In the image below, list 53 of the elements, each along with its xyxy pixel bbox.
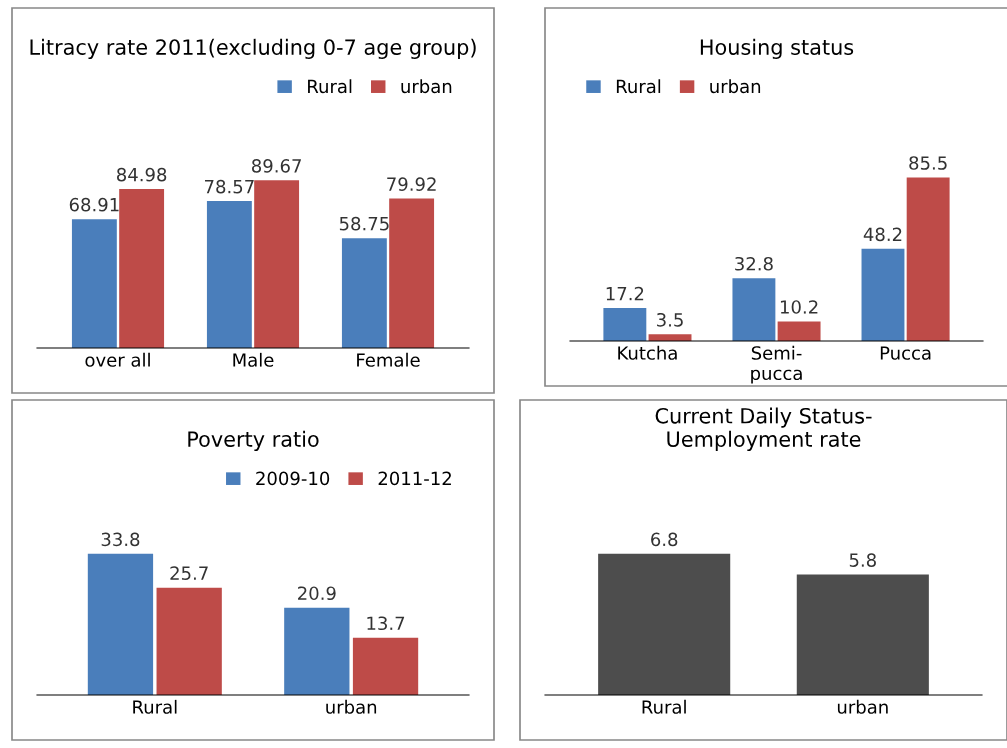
- data-label: 33.8: [101, 532, 140, 547]
- bar: [284, 607, 350, 695]
- data-label: 79.92: [387, 177, 436, 191]
- data-label: 20.9: [298, 586, 336, 601]
- bar: [861, 248, 905, 341]
- x-tick-label: Rural: [133, 699, 177, 714]
- chart-title: Housing status: [700, 38, 854, 59]
- data-label: 68.91: [69, 197, 119, 212]
- legend-label: 2009-10: [256, 471, 330, 486]
- bar: [389, 198, 435, 348]
- legend-label: Rural: [616, 79, 661, 94]
- data-label: 32.8: [735, 256, 773, 271]
- bar: [119, 189, 165, 348]
- data-label: 78.57: [205, 179, 254, 194]
- data-label: 17.2: [606, 286, 644, 301]
- data-label: 3.5: [657, 312, 683, 327]
- data-label: 10.2: [780, 300, 818, 314]
- chart-title: Current Daily Status- Uemployment rate: [655, 407, 872, 451]
- x-tick-label: over all: [85, 352, 150, 367]
- bar: [352, 637, 419, 695]
- bar: [206, 201, 252, 348]
- legend-label: Rural: [308, 79, 352, 94]
- data-label: 48.2: [863, 227, 902, 242]
- bar: [71, 219, 117, 348]
- legend-label: urban: [710, 79, 761, 94]
- data-label: 25.7: [170, 566, 208, 580]
- data-label: 89.67: [252, 159, 301, 173]
- legend-label: 2011-12: [378, 471, 451, 486]
- chart-title: Poverty ratio: [188, 430, 319, 451]
- x-tick-label: urban: [837, 699, 888, 714]
- bar: [603, 308, 647, 341]
- chart-title: Litracy rate 2011(excluding 0-7 age group): [30, 38, 476, 59]
- bar: [906, 177, 950, 341]
- x-tick-label: Female: [357, 352, 420, 367]
- data-label: 84.98: [117, 167, 167, 182]
- x-tick-label: Pucca: [880, 346, 931, 360]
- data-label: 5.8: [849, 553, 876, 567]
- bar: [87, 553, 154, 695]
- bar: [777, 321, 821, 341]
- x-tick-label: Semi- pucca: [751, 345, 802, 384]
- data-label: 58.75: [339, 216, 389, 231]
- bar: [341, 238, 387, 348]
- data-label: 6.8: [651, 532, 678, 547]
- x-tick-label: Rural: [642, 699, 686, 714]
- x-tick-label: Kutcha: [618, 345, 677, 360]
- legend-label: urban: [401, 79, 452, 94]
- x-tick-label: urban: [326, 699, 377, 714]
- data-label: 85.5: [909, 156, 947, 170]
- bar: [254, 180, 300, 348]
- bar: [732, 278, 776, 341]
- x-tick-label: Male: [233, 352, 274, 367]
- data-label: 13.7: [367, 616, 405, 631]
- bar: [156, 587, 222, 695]
